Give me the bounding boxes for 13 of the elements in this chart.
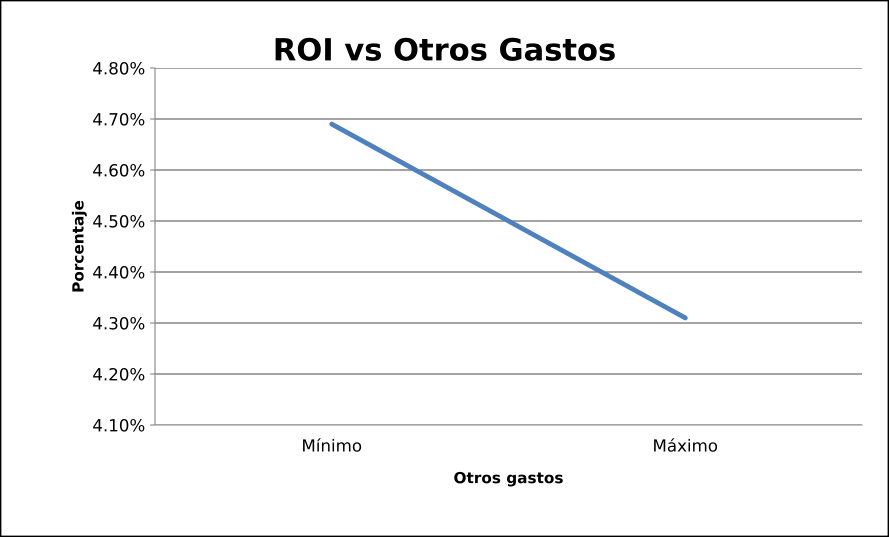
y-tick-label: 4.40% <box>93 266 144 279</box>
y-tick-label: 4.30% <box>93 316 144 330</box>
x-tick-label: Mínimo <box>303 438 362 452</box>
y-tick-label: 4.60% <box>93 164 144 177</box>
y-tick-label: 4.80% <box>93 62 144 75</box>
x-tick-label: Máximo <box>654 438 718 452</box>
y-tick-label: 4.10% <box>93 418 144 432</box>
y-tick-label: 4.50% <box>93 214 144 228</box>
y-axis-title: Porcentaje <box>72 200 87 292</box>
y-tick-label: 4.20% <box>93 368 144 381</box>
x-axis-title: Otros gastos <box>454 472 563 486</box>
y-tick-label: 4.70% <box>93 112 144 126</box>
chart-title: ROI vs Otros Gastos <box>276 38 615 61</box>
